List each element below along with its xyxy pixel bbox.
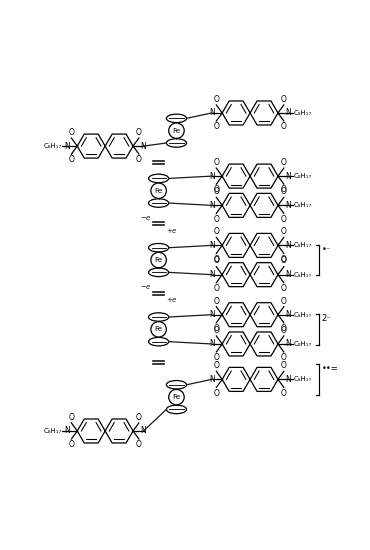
Text: O: O [213,122,219,131]
Text: O: O [213,158,219,167]
Text: N: N [209,201,215,210]
Text: O: O [281,187,287,196]
Text: O: O [213,255,219,263]
Text: C₈H₁₇: C₈H₁₇ [43,143,61,149]
Text: N: N [209,310,215,319]
Text: N: N [286,108,291,118]
Text: C₈H₁₇: C₈H₁₇ [294,202,312,208]
Text: N: N [209,270,215,279]
Text: N: N [286,172,291,180]
Text: O: O [281,227,287,236]
Text: O: O [281,353,287,362]
Text: O: O [281,284,287,293]
Text: N: N [286,241,291,250]
Text: N: N [209,172,215,180]
Text: O: O [213,353,219,362]
Text: O: O [68,155,74,164]
Text: N: N [286,270,291,279]
Text: N: N [209,339,215,349]
Text: •⁻: •⁻ [322,245,331,254]
Text: O: O [281,214,287,223]
Circle shape [151,322,166,337]
Text: $-e$: $-e$ [140,214,152,222]
Text: O: O [213,296,219,305]
Text: O: O [213,214,219,223]
Text: O: O [213,187,219,196]
Text: O: O [68,413,74,422]
Text: N: N [286,339,291,349]
Text: O: O [213,256,219,266]
Text: C₈H₁₇: C₈H₁₇ [294,376,312,382]
Text: C₈H₁₇: C₈H₁₇ [294,243,312,249]
Text: O: O [281,296,287,305]
Text: O: O [281,185,287,194]
Text: N: N [141,141,147,151]
Text: $+e$: $+e$ [166,295,178,304]
Text: Fe: Fe [155,188,163,194]
Text: O: O [281,256,287,266]
Text: O: O [68,440,74,449]
Text: O: O [136,155,142,164]
Text: C₈H₁₇: C₈H₁₇ [294,312,312,318]
Text: Fe: Fe [155,257,163,263]
Text: Fe: Fe [155,326,163,332]
Text: O: O [281,122,287,131]
Text: N: N [209,108,215,118]
Text: O: O [281,95,287,104]
Text: $+e$: $+e$ [166,226,178,235]
Text: O: O [68,128,74,137]
Text: O: O [213,389,219,398]
Text: O: O [213,326,219,335]
Text: O: O [281,255,287,263]
Text: N: N [141,426,147,436]
Text: $-e$: $-e$ [140,283,152,292]
Text: ••=: ••= [322,364,338,373]
Text: N: N [64,141,70,151]
Text: N: N [286,375,291,384]
Text: O: O [213,361,219,370]
Text: O: O [281,324,287,333]
Text: C₈H₁₇: C₈H₁₇ [294,110,312,116]
Circle shape [151,252,166,268]
Text: C₈H₁₇: C₈H₁₇ [294,272,312,278]
Text: N: N [286,201,291,210]
Text: O: O [213,284,219,293]
Text: N: N [286,310,291,319]
Text: O: O [281,361,287,370]
Text: C₈H₁₇: C₈H₁₇ [43,428,61,434]
Text: C₈H₁₇: C₈H₁₇ [294,173,312,179]
Text: O: O [281,326,287,335]
Circle shape [151,183,166,199]
Text: O: O [213,95,219,104]
Text: Fe: Fe [172,394,181,400]
Text: Fe: Fe [172,128,181,134]
Text: 2⁻: 2⁻ [322,314,331,323]
Text: O: O [281,158,287,167]
Text: O: O [213,227,219,236]
Text: N: N [209,375,215,384]
Text: O: O [281,389,287,398]
Text: O: O [136,128,142,137]
Text: O: O [136,440,142,449]
Text: O: O [136,413,142,422]
Circle shape [169,389,184,405]
Text: C₈H₁₇: C₈H₁₇ [294,341,312,347]
Text: O: O [213,185,219,194]
Circle shape [169,123,184,139]
Text: O: O [213,324,219,333]
Text: N: N [209,241,215,250]
Text: N: N [64,426,70,436]
